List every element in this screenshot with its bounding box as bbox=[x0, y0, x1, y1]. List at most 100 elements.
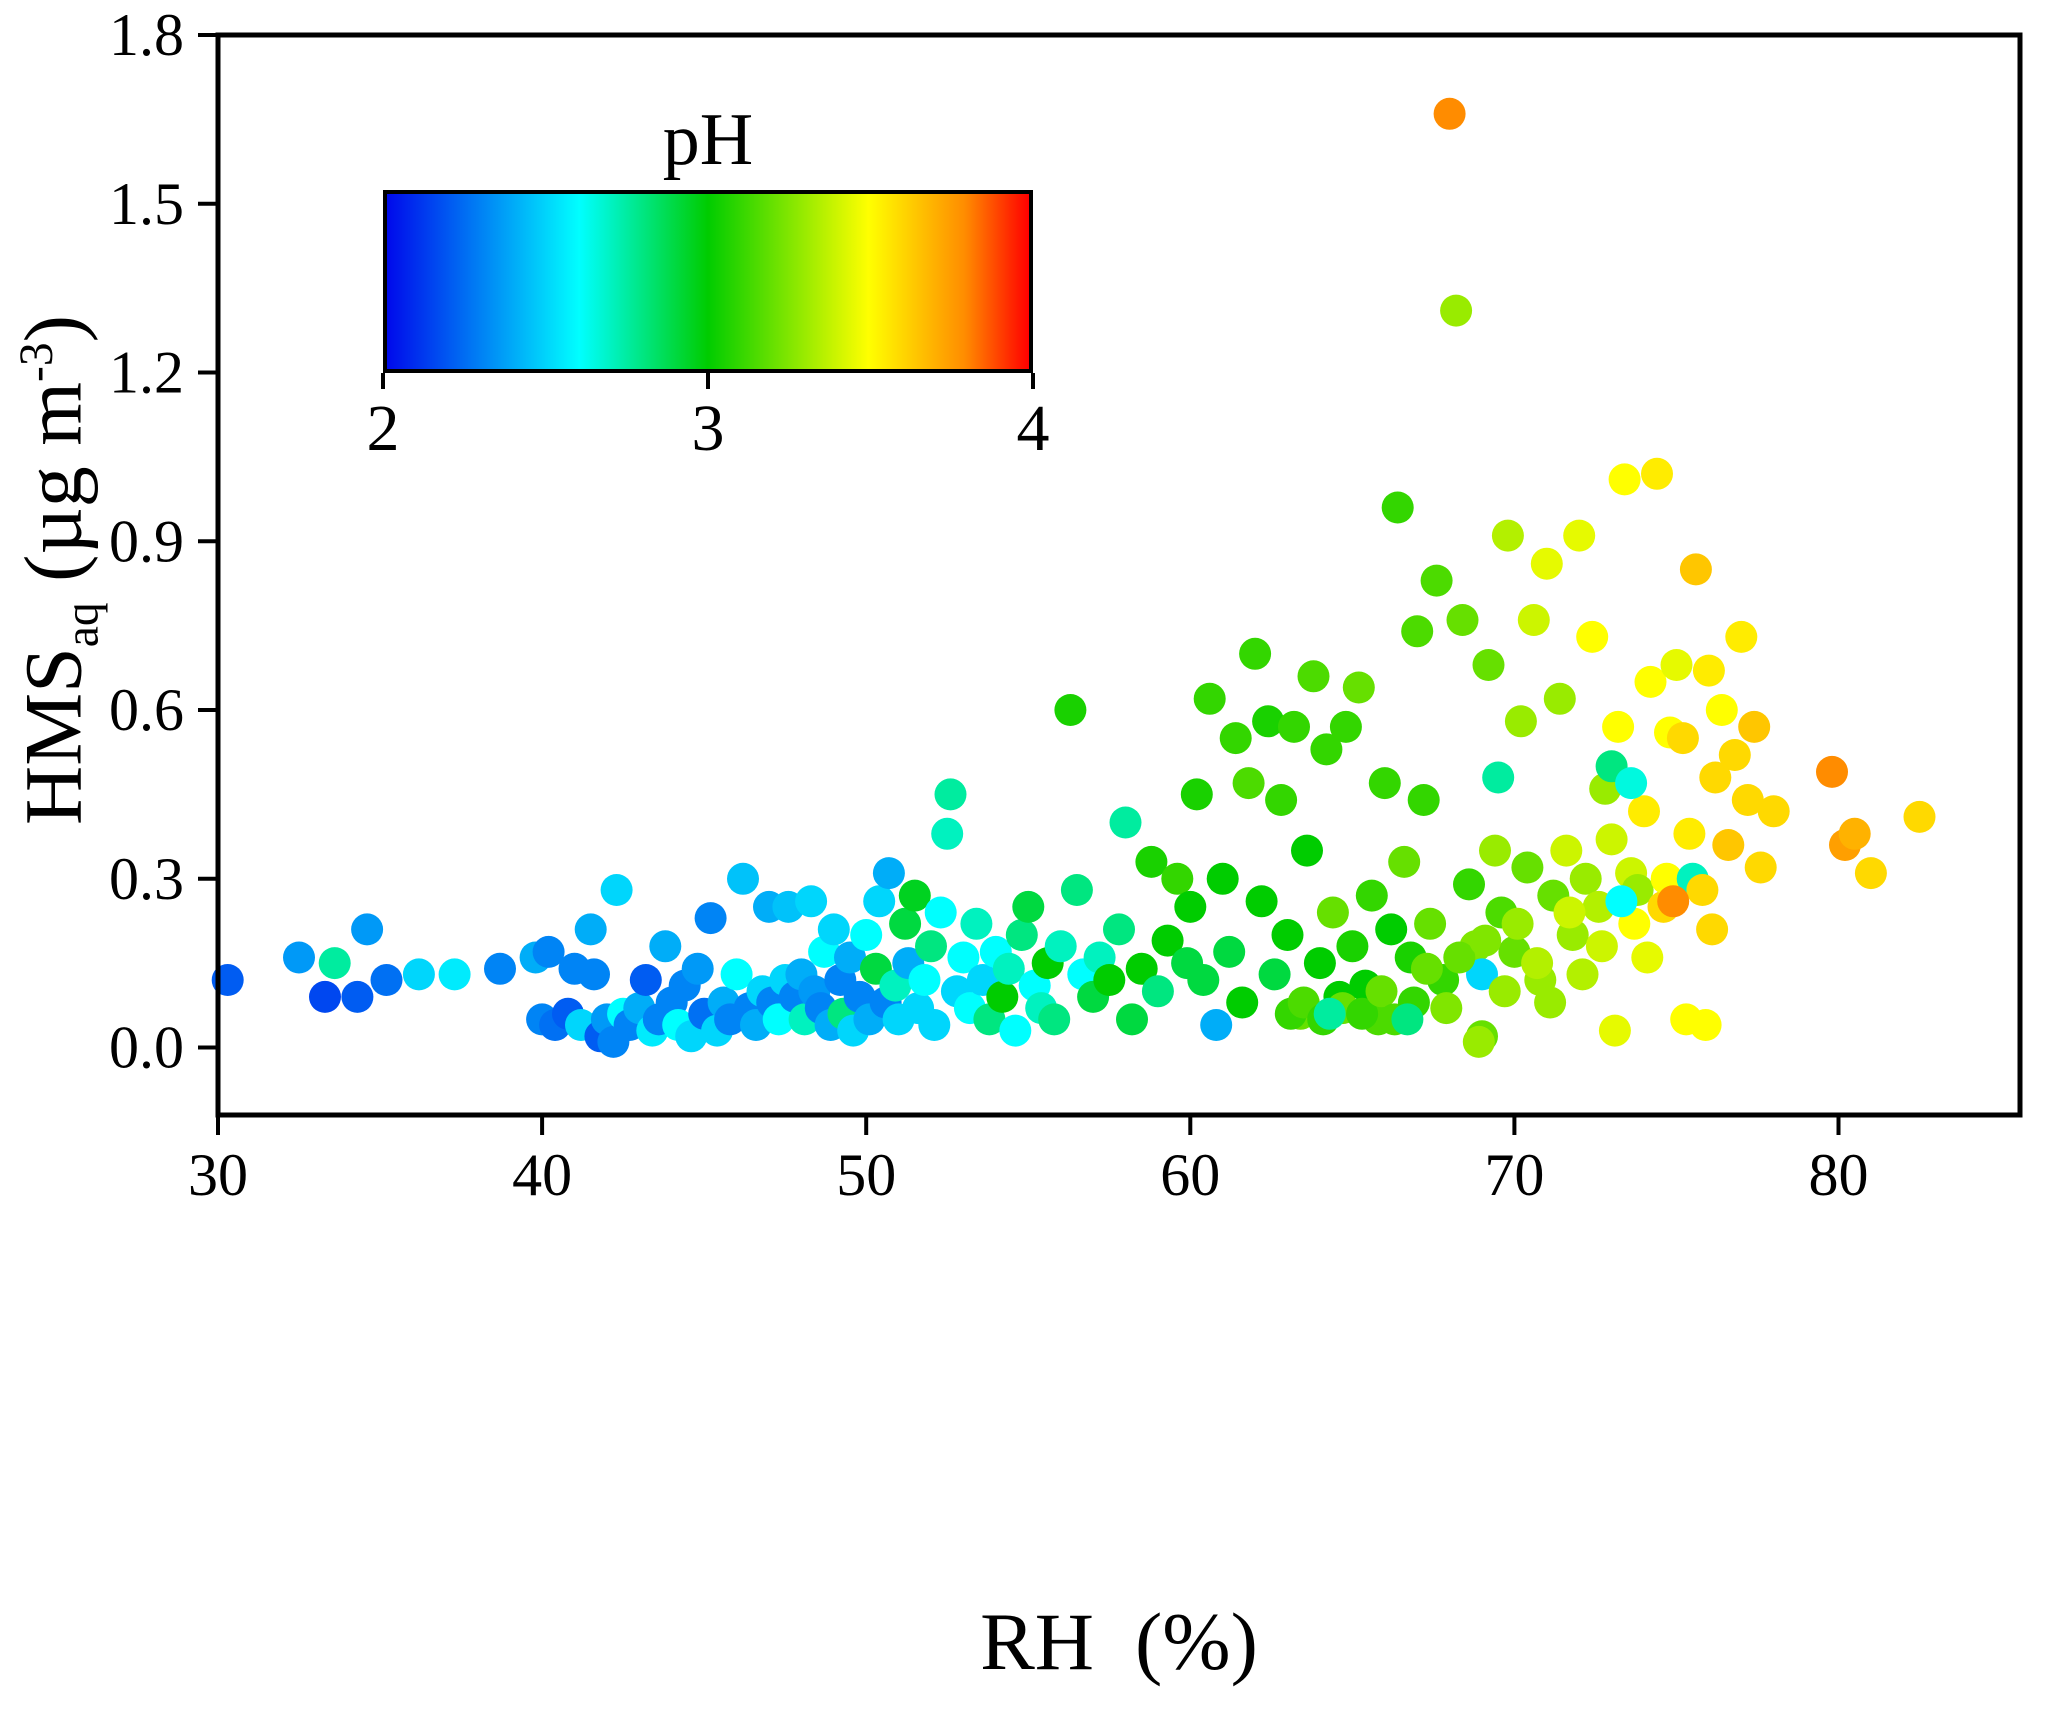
y-axis-label-sup: -3 bbox=[10, 342, 63, 382]
data-point bbox=[1534, 986, 1567, 1019]
data-point bbox=[1641, 457, 1673, 490]
data-point bbox=[1689, 1009, 1722, 1041]
data-point bbox=[1252, 705, 1285, 738]
data-point bbox=[1504, 705, 1537, 738]
data-point bbox=[1180, 778, 1213, 811]
data-point bbox=[1206, 862, 1239, 895]
data-point bbox=[1738, 710, 1771, 743]
data-point bbox=[720, 958, 753, 991]
data-point bbox=[1598, 1014, 1631, 1047]
data-point bbox=[1543, 682, 1576, 715]
data-point bbox=[1239, 637, 1272, 670]
data-point bbox=[1660, 649, 1693, 681]
data-point bbox=[1258, 958, 1291, 991]
data-point bbox=[1038, 1003, 1071, 1036]
data-point bbox=[1453, 868, 1485, 901]
data-point bbox=[1187, 964, 1220, 996]
data-point bbox=[1005, 919, 1038, 951]
data-point bbox=[1365, 975, 1398, 1008]
colorbar-tick bbox=[381, 373, 385, 389]
y-axis-label-unit: (µg m bbox=[7, 381, 99, 603]
data-point bbox=[1757, 795, 1790, 828]
data-point bbox=[1297, 660, 1330, 693]
data-point bbox=[1466, 958, 1498, 991]
colorbar-tick-label: 4 bbox=[1016, 392, 1050, 465]
y-tick-label: 0.6 bbox=[109, 677, 184, 743]
data-point bbox=[1265, 784, 1298, 816]
colorbar: pH 2 3 4 bbox=[367, 95, 1050, 466]
data-point bbox=[1346, 997, 1379, 1030]
data-point bbox=[1103, 913, 1135, 946]
y-axis-label-sub: aq bbox=[56, 602, 109, 648]
data-point bbox=[1563, 519, 1596, 552]
data-point bbox=[1193, 682, 1226, 715]
data-point bbox=[1686, 874, 1719, 906]
data-point bbox=[1569, 862, 1602, 895]
data-point bbox=[889, 907, 922, 940]
data-point bbox=[834, 941, 866, 974]
x-axis-label: RH (%) bbox=[980, 1596, 1258, 1687]
data-point bbox=[1838, 817, 1871, 850]
data-point bbox=[863, 885, 896, 918]
data-point bbox=[1446, 604, 1479, 636]
data-point bbox=[1291, 834, 1323, 867]
data-point bbox=[1433, 97, 1466, 130]
data-point bbox=[762, 1003, 795, 1036]
data-point bbox=[318, 947, 351, 980]
data-point bbox=[1125, 952, 1158, 985]
data-point bbox=[1232, 767, 1265, 800]
data-point bbox=[1731, 784, 1764, 816]
data-point bbox=[1141, 975, 1174, 1008]
data-point bbox=[341, 980, 374, 1013]
data-point bbox=[947, 941, 980, 974]
data-point bbox=[1316, 896, 1349, 929]
data-point bbox=[1530, 547, 1563, 580]
data-point bbox=[438, 958, 471, 991]
data-point bbox=[629, 964, 662, 996]
data-point bbox=[1329, 710, 1362, 743]
data-point bbox=[1336, 930, 1369, 963]
data-point bbox=[850, 919, 883, 951]
colorbar-tick bbox=[1031, 373, 1035, 389]
data-point bbox=[1174, 890, 1207, 923]
data-point bbox=[1566, 958, 1599, 991]
y-tick-label: 0.0 bbox=[109, 1015, 184, 1081]
colorbar-gradient bbox=[383, 190, 1033, 373]
data-point bbox=[1151, 924, 1184, 957]
data-point bbox=[681, 952, 714, 985]
data-point bbox=[1816, 755, 1848, 788]
data-point bbox=[1673, 817, 1706, 850]
data-point bbox=[1391, 1003, 1424, 1036]
data-point bbox=[1060, 874, 1093, 906]
data-point bbox=[1430, 992, 1463, 1025]
data-point bbox=[1585, 930, 1618, 963]
x-tick-label: 70 bbox=[1484, 1142, 1544, 1208]
x-tick-label: 40 bbox=[512, 1142, 572, 1208]
data-point bbox=[1595, 823, 1628, 856]
data-point bbox=[1472, 649, 1505, 681]
data-point bbox=[931, 817, 964, 850]
data-point bbox=[1705, 694, 1738, 726]
data-point bbox=[817, 913, 850, 946]
data-point bbox=[1501, 907, 1534, 940]
data-point bbox=[1135, 845, 1168, 878]
y-axis-label-main: HMS bbox=[7, 647, 99, 825]
x-tick-label: 50 bbox=[836, 1142, 896, 1208]
data-point bbox=[1657, 885, 1690, 918]
data-point bbox=[1342, 671, 1375, 704]
data-point bbox=[283, 941, 315, 974]
data-point bbox=[1631, 941, 1664, 974]
data-point bbox=[1692, 654, 1725, 687]
data-point bbox=[1161, 862, 1194, 895]
data-point bbox=[1054, 694, 1087, 726]
data-point bbox=[370, 964, 403, 996]
y-tick-label: 1.2 bbox=[109, 340, 184, 406]
data-point bbox=[1482, 761, 1515, 794]
data-point bbox=[1044, 930, 1077, 963]
colorbar-tick-label: 3 bbox=[691, 392, 725, 465]
data-point bbox=[1521, 947, 1554, 980]
data-point bbox=[578, 958, 610, 991]
y-tick-label: 1.8 bbox=[109, 2, 184, 68]
y-tick-label: 0.9 bbox=[109, 508, 184, 574]
data-point bbox=[1313, 997, 1346, 1030]
